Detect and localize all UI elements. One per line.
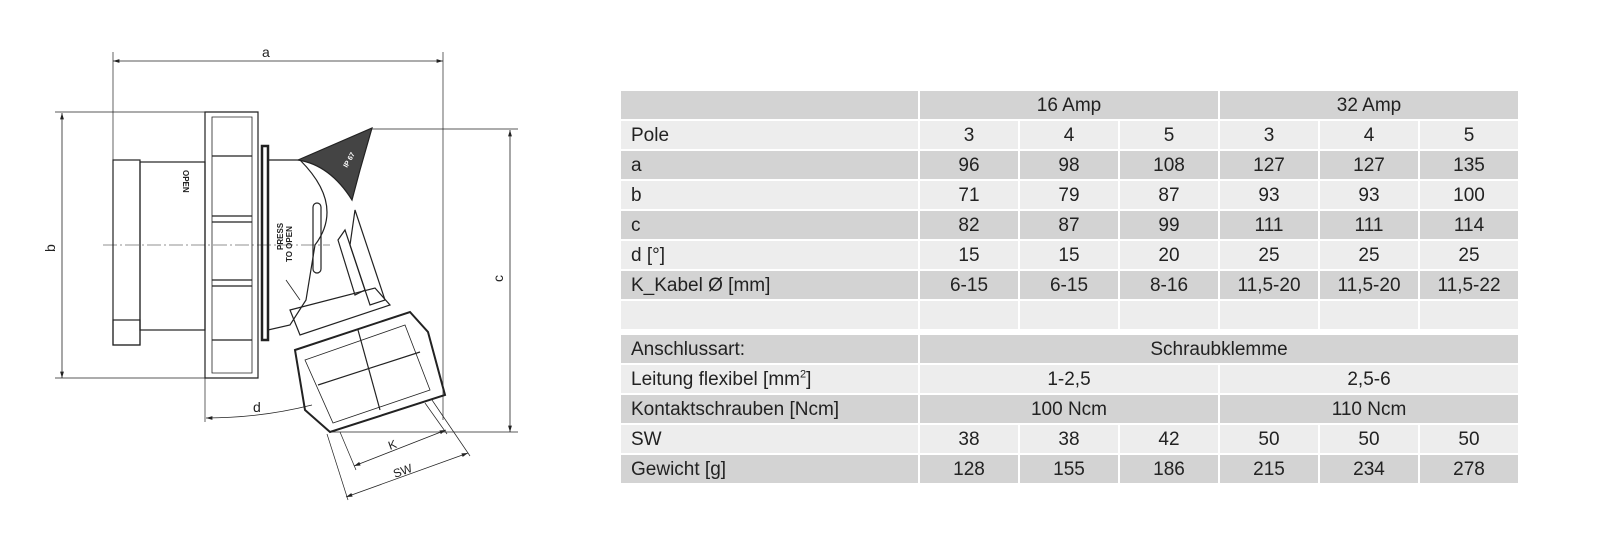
row-label-kontaktschrauben: Kontaktschrauben [Ncm] — [621, 395, 918, 423]
table-spacer — [621, 331, 1518, 333]
leitung-label-sup: 2 — [799, 368, 807, 381]
empty-cell — [1120, 301, 1218, 329]
cell: 5 — [1420, 121, 1518, 149]
cell: 50 — [1220, 425, 1318, 453]
cell: 3 — [920, 121, 1018, 149]
technical-drawing: a b c d K SW PRESS TO OPEN OPEN IP 67 — [42, 44, 518, 501]
cell: 42 — [1120, 425, 1218, 453]
cell: 135 — [1420, 151, 1518, 179]
open-label: OPEN — [181, 170, 190, 193]
row-label-pole: Pole — [621, 121, 918, 149]
cell: 234 — [1320, 455, 1418, 483]
cell: 3 — [1220, 121, 1318, 149]
dimension-sw — [345, 452, 469, 498]
cell: 71 — [920, 181, 1018, 209]
cell: 96 — [920, 151, 1018, 179]
cell: 127 — [1220, 151, 1318, 179]
row-label-gewicht: Gewicht [g] — [621, 455, 918, 483]
header-empty-cell — [621, 91, 918, 119]
dimension-k — [353, 429, 447, 467]
cell: 79 — [1020, 181, 1118, 209]
cell: 278 — [1420, 455, 1518, 483]
dimension-label-sw: SW — [391, 461, 415, 481]
cell: 93 — [1220, 181, 1318, 209]
cell: 128 — [920, 455, 1018, 483]
cell: 25 — [1420, 241, 1518, 269]
cell: 111 — [1220, 211, 1318, 239]
cell: 82 — [920, 211, 1018, 239]
cell: 99 — [1120, 211, 1218, 239]
leitung-label-text: Leitung flexibel [mm — [631, 369, 800, 390]
cell: 108 — [1120, 151, 1218, 179]
cell: 50 — [1420, 425, 1518, 453]
header-16-amp: 16 Amp — [920, 91, 1218, 119]
kontakt-32-amp: 110 Ncm — [1220, 395, 1518, 423]
cell: 186 — [1120, 455, 1218, 483]
cell: 100 — [1420, 181, 1518, 209]
cell: 4 — [1020, 121, 1118, 149]
dimension-d — [205, 404, 313, 420]
cell: 4 — [1320, 121, 1418, 149]
dimension-label-a: a — [262, 44, 270, 60]
row-label-d: d [°] — [621, 241, 918, 269]
cell: 127 — [1320, 151, 1418, 179]
cell: 8-16 — [1120, 271, 1218, 299]
connector-body — [112, 111, 447, 434]
empty-cell — [621, 301, 918, 329]
cell: 87 — [1020, 211, 1118, 239]
empty-cell — [1020, 301, 1118, 329]
to-open-label: TO OPEN — [285, 226, 294, 262]
cell: 15 — [1020, 241, 1118, 269]
row-label-b: b — [621, 181, 918, 209]
cell: 20 — [1120, 241, 1218, 269]
cell: 15 — [920, 241, 1018, 269]
cell: 5 — [1120, 121, 1218, 149]
cell: 155 — [1020, 455, 1118, 483]
cell: 25 — [1220, 241, 1318, 269]
dimension-label-b: b — [42, 244, 58, 252]
cell: 38 — [1020, 425, 1118, 453]
anschlussart-value: Schraubklemme — [920, 335, 1518, 363]
empty-cell — [920, 301, 1018, 329]
kontakt-16-amp: 100 Ncm — [920, 395, 1218, 423]
cell: 11,5-20 — [1320, 271, 1418, 299]
header-32-amp: 32 Amp — [1220, 91, 1518, 119]
press-label: PRESS — [276, 222, 285, 250]
cell: 38 — [920, 425, 1018, 453]
dimension-label-c: c — [490, 275, 506, 282]
cell: 6-15 — [920, 271, 1018, 299]
empty-cell — [1320, 301, 1418, 329]
row-label-leitung: Leitung flexibel [mm2] — [621, 365, 918, 393]
dimension-label-d: d — [253, 399, 261, 415]
spec-table: 16 Amp 32 Amp Pole 3 4 5 3 4 5 a 96 98 1… — [621, 91, 1518, 483]
leitung-16-amp: 1-2,5 — [920, 365, 1218, 393]
dimension-label-k: K — [386, 437, 398, 453]
row-label-sw: SW — [621, 425, 918, 453]
cell: 93 — [1320, 181, 1418, 209]
cell: 114 — [1420, 211, 1518, 239]
cell: 50 — [1320, 425, 1418, 453]
cell: 87 — [1120, 181, 1218, 209]
cell: 98 — [1020, 151, 1118, 179]
cell: 215 — [1220, 455, 1318, 483]
row-label-k-kabel: K_Kabel Ø [mm] — [621, 271, 918, 299]
row-label-anschlussart: Anschlussart: — [621, 335, 918, 363]
row-label-a: a — [621, 151, 918, 179]
cell: 25 — [1320, 241, 1418, 269]
leitung-32-amp: 2,5-6 — [1220, 365, 1518, 393]
row-label-c: c — [621, 211, 918, 239]
cell: 11,5-22 — [1420, 271, 1518, 299]
cell: 11,5-20 — [1220, 271, 1318, 299]
leitung-label-end: ] — [806, 369, 812, 390]
empty-cell — [1220, 301, 1318, 329]
empty-cell — [1420, 301, 1518, 329]
cell: 111 — [1320, 211, 1418, 239]
cell: 6-15 — [1020, 271, 1118, 299]
